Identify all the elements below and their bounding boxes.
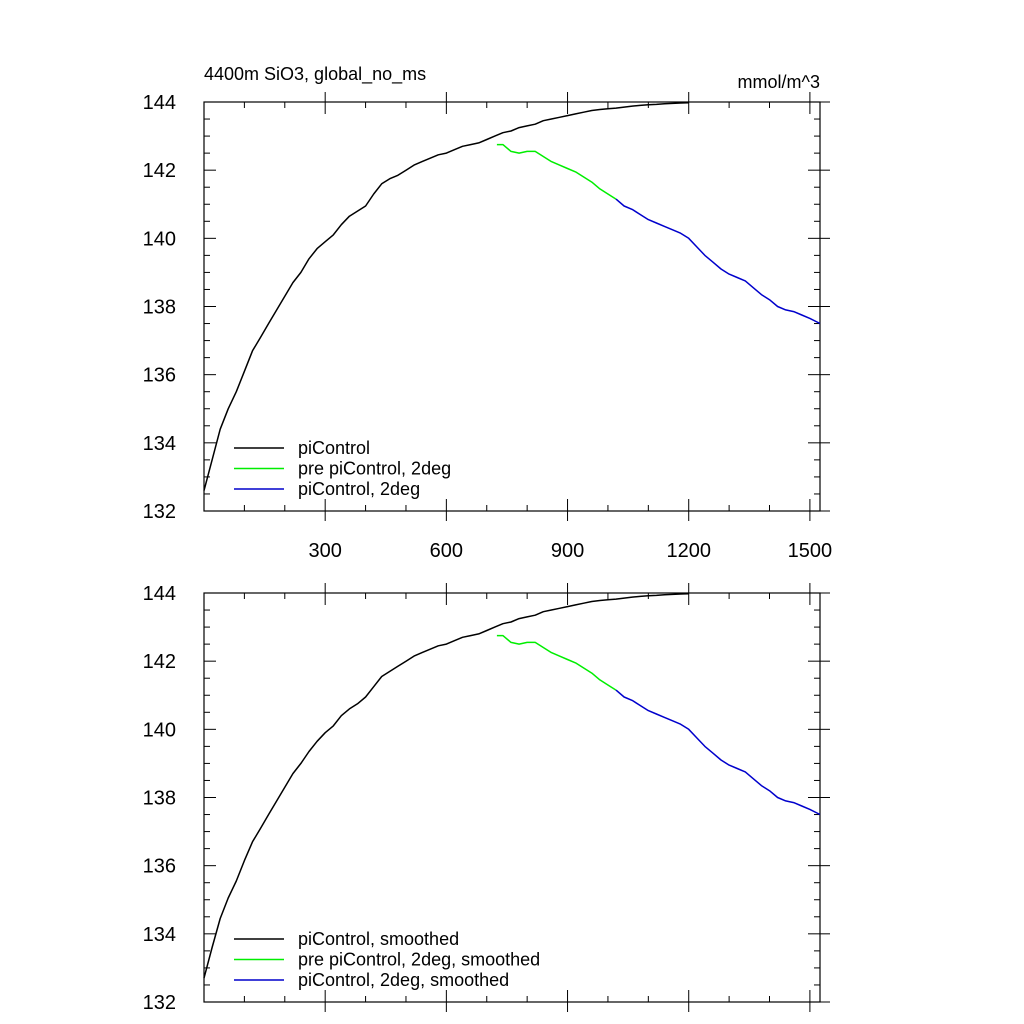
bottom-panel: 132 134 136 138 140 142 144 piControl, smoothed… xyxy=(143,583,830,1014)
legend-label-2: piControl, 2deg xyxy=(298,479,420,499)
y-tick-label: 132 xyxy=(143,501,176,523)
x-tick-label: 900 xyxy=(551,540,584,562)
legend-label-1: pre piControl, 2deg xyxy=(298,459,451,479)
series-line-1 xyxy=(496,143,617,200)
series-line-2 xyxy=(615,198,821,325)
y-tick-label: 134 xyxy=(143,924,176,946)
series-line-0 xyxy=(203,592,689,979)
plot-frame xyxy=(203,101,821,512)
y-tick-label: 144 xyxy=(143,583,176,605)
y-tick-label: 138 xyxy=(143,297,176,319)
x-tick-label: 1200 xyxy=(666,540,711,562)
y-tick-label: 144 xyxy=(143,92,176,114)
top-panel: 300 600 900 1200 1500 132 134 136 138 140 142 144 44… xyxy=(143,64,833,562)
y-tick-label: 140 xyxy=(143,228,176,250)
legend-label-1: pre piControl, 2deg, smoothed xyxy=(298,950,540,970)
y-tick-label: 132 xyxy=(143,992,176,1014)
y-tick-label: 136 xyxy=(143,365,176,387)
y-tick-label: 140 xyxy=(143,719,176,741)
legend-label-0: piControl, smoothed xyxy=(298,929,459,949)
y-tick-label: 136 xyxy=(143,856,176,878)
legend-label-2: piControl, 2deg, smoothed xyxy=(298,970,509,990)
y-tick-label: 142 xyxy=(143,651,176,673)
legend-label-0: piControl xyxy=(298,438,370,458)
series-line-0 xyxy=(203,101,689,491)
units-label: mmol/m^3 xyxy=(738,72,820,92)
chart-title: 4400m SiO3, global_no_ms xyxy=(204,64,426,85)
x-tick-label: 300 xyxy=(308,540,341,562)
series-line-2 xyxy=(615,689,821,816)
y-tick-label: 138 xyxy=(143,788,176,810)
y-tick-label: 142 xyxy=(143,160,176,182)
x-tick-label: 1500 xyxy=(788,540,833,562)
y-tick-label: 134 xyxy=(143,433,176,455)
series-line-1 xyxy=(496,634,617,691)
plot-frame xyxy=(203,592,821,1003)
x-tick-label: 600 xyxy=(430,540,463,562)
